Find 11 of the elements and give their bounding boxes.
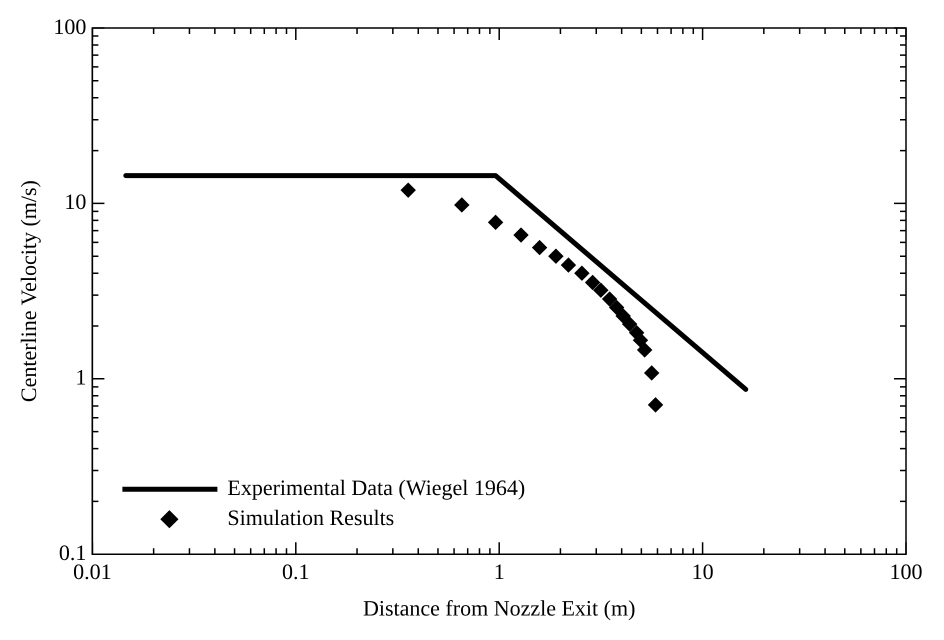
- y-tick-label: 1: [75, 364, 86, 390]
- x-tick-label: 0.1: [282, 559, 310, 584]
- y-tick-label: 10: [64, 189, 86, 214]
- y-tick-label: 100: [53, 14, 86, 39]
- x-tick-label: 1: [494, 559, 505, 584]
- y-axis-title: Centerline Velocity (m/s): [16, 180, 41, 402]
- x-axis-title: Distance from Nozzle Exit (m): [362, 596, 636, 621]
- legend-label: Simulation Results: [227, 504, 394, 530]
- x-tick-label: 10: [692, 559, 714, 584]
- x-tick-label: 100: [890, 559, 922, 584]
- legend-label: Experimental Data (Wiegel 1964): [227, 474, 526, 500]
